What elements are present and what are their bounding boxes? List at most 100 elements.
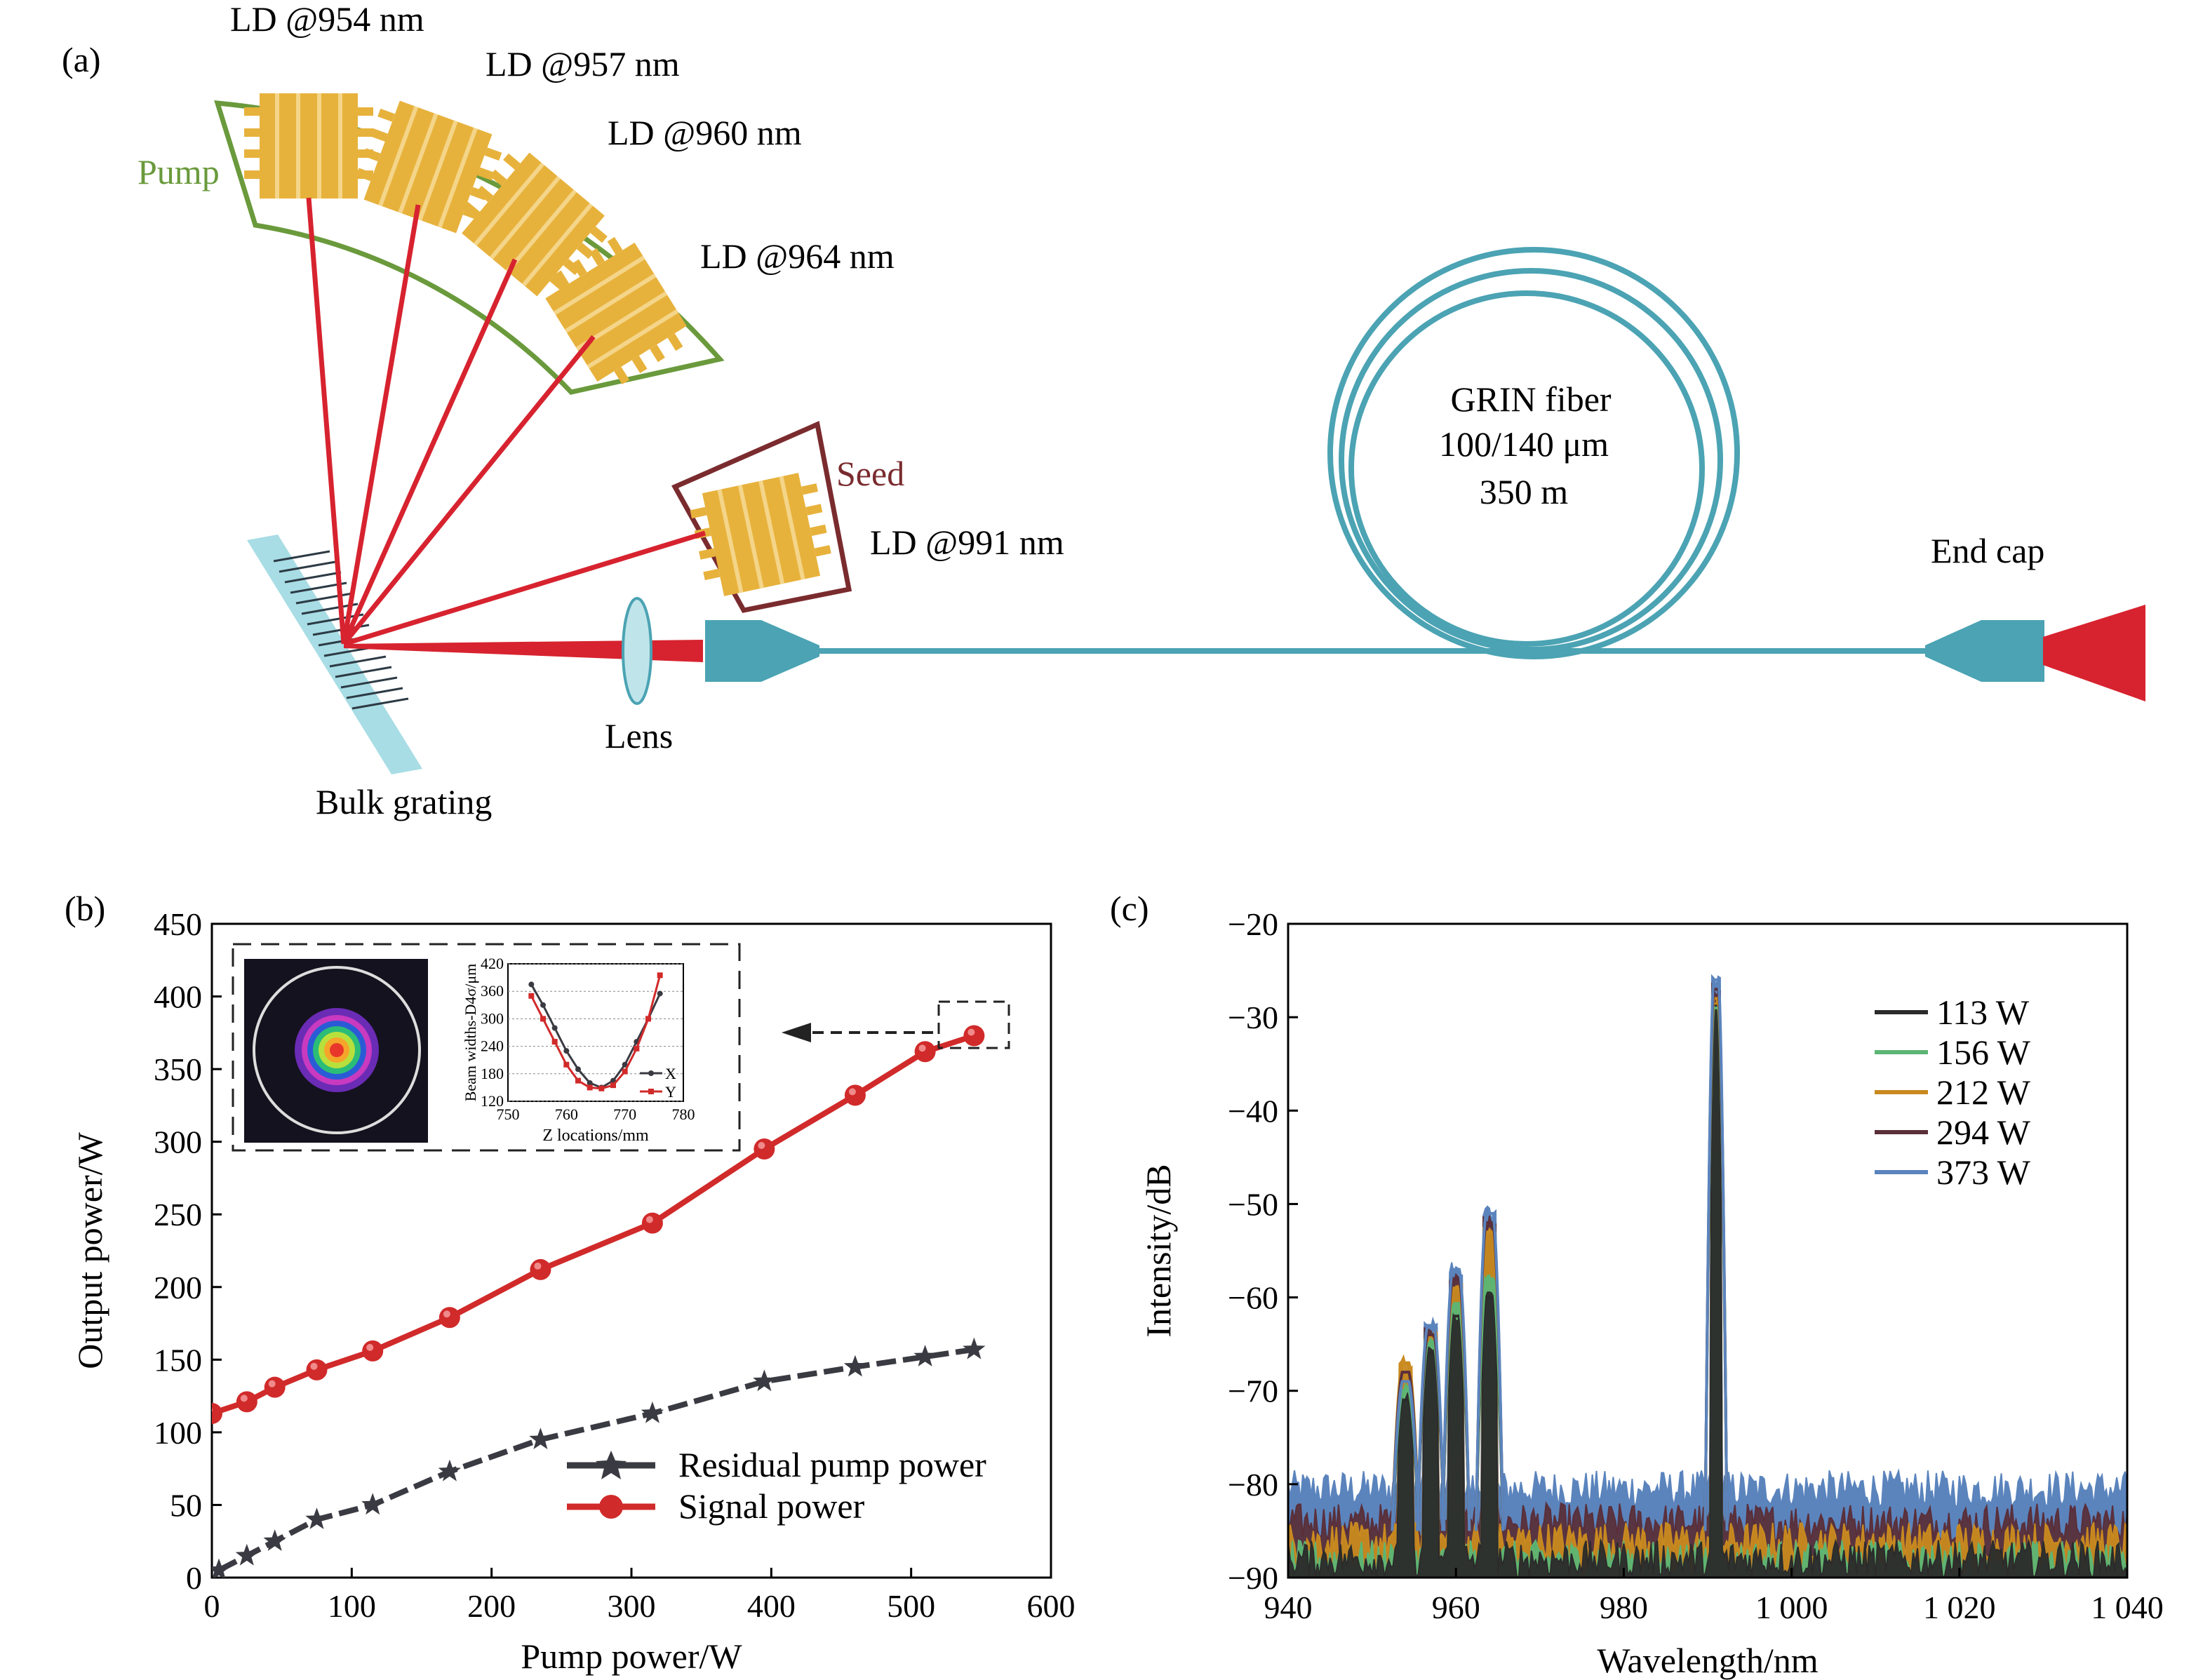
ld-chip-960 bbox=[462, 152, 608, 297]
ld-label-964: LD @964 nm bbox=[700, 236, 895, 276]
panel-c: (c) 940 960 980 1 000 1 020 1 040 −90 −80 −70 −60… bbox=[1110, 889, 2164, 1680]
inset-point-y bbox=[622, 1068, 628, 1075]
lens-label: Lens bbox=[605, 716, 673, 755]
y-tick-label: 400 bbox=[154, 979, 202, 1015]
x-tick-label: 400 bbox=[747, 1588, 796, 1624]
inset-point-x bbox=[575, 1066, 581, 1073]
output-beam bbox=[2043, 605, 2145, 701]
inset-point-x bbox=[622, 1061, 628, 1068]
end-cap bbox=[1925, 620, 2044, 682]
peak-outline bbox=[1441, 1268, 1471, 1531]
y-tick-label: 450 bbox=[154, 906, 202, 942]
inset-x-tick-label: 760 bbox=[555, 1106, 578, 1123]
inset-legend-y: Y bbox=[665, 1083, 676, 1101]
residual-point bbox=[913, 1345, 937, 1366]
residual-point bbox=[361, 1493, 384, 1515]
fiber-label-line3: 350 m bbox=[1480, 472, 1569, 511]
residual-point bbox=[843, 1355, 867, 1377]
grating-grooves bbox=[273, 550, 409, 710]
inset-y-tick-label: 180 bbox=[481, 1065, 504, 1082]
bulk-grating bbox=[247, 535, 422, 774]
inset-point-x bbox=[657, 990, 663, 997]
peak-outline bbox=[1391, 1380, 1421, 1531]
inset-point-y bbox=[563, 1061, 570, 1068]
signal-point-highlight bbox=[848, 1088, 856, 1096]
pump-ld-chips bbox=[244, 93, 687, 384]
lens bbox=[622, 597, 652, 705]
inset-x-tick-label: 770 bbox=[613, 1106, 636, 1123]
x-tick-label: 0 bbox=[204, 1588, 220, 1624]
y-tick-label: −90 bbox=[1228, 1560, 1278, 1596]
x-tick-label: 1 040 bbox=[2091, 1590, 2164, 1625]
plot-c-ylabel: Intensity/dB bbox=[1139, 1164, 1178, 1337]
inset-ylabel: Beam widths-D4σ/μm bbox=[462, 964, 479, 1102]
pump-label: Pump bbox=[138, 152, 220, 191]
residual-point bbox=[212, 1558, 231, 1578]
signal-point-highlight bbox=[240, 1395, 248, 1402]
x-tick-label: 100 bbox=[328, 1588, 376, 1624]
panel-a: (a) Pump bbox=[62, 0, 2145, 821]
ld-chip-957 bbox=[356, 100, 502, 234]
signal-point-highlight bbox=[310, 1362, 318, 1370]
inset-x-tick-label: 750 bbox=[497, 1106, 520, 1123]
inset-point-x bbox=[540, 1002, 546, 1008]
legend-label: 373 W bbox=[1936, 1153, 2031, 1192]
grating-label: Bulk grating bbox=[316, 782, 492, 821]
ld-label-960: LD @960 nm bbox=[608, 113, 802, 152]
y-tick-label: −80 bbox=[1228, 1467, 1278, 1503]
residual-point bbox=[529, 1427, 552, 1449]
y-tick-label: 0 bbox=[186, 1560, 202, 1596]
y-tick-label: 300 bbox=[154, 1124, 202, 1160]
panel-a-label: (a) bbox=[62, 40, 101, 79]
signal-point bbox=[306, 1359, 328, 1380]
inset-plot-frame bbox=[507, 963, 684, 1102]
legend-label: 113 W bbox=[1936, 993, 2030, 1032]
inset-xlabel: Z locations/mm bbox=[542, 1127, 649, 1145]
x-tick-label: 980 bbox=[1600, 1590, 1648, 1625]
peak-outline bbox=[1416, 1324, 1446, 1531]
plot-b-legend: Residual pump power Signal power bbox=[567, 1445, 986, 1526]
inset-point-y bbox=[610, 1082, 616, 1089]
ld-label-957: LD @957 nm bbox=[485, 44, 680, 83]
inset-legend-x: X bbox=[665, 1065, 676, 1082]
seed-label: Seed bbox=[836, 454, 904, 493]
x-tick-label: 300 bbox=[608, 1588, 656, 1624]
y-tick-label: 250 bbox=[154, 1197, 202, 1232]
signal-point bbox=[236, 1391, 257, 1413]
inset-y-tick-label: 300 bbox=[481, 1009, 504, 1027]
y-tick-label: 50 bbox=[170, 1487, 202, 1523]
panel-b-label: (b) bbox=[65, 889, 105, 928]
x-tick-label: 1 020 bbox=[1923, 1590, 1996, 1625]
legend-signal: Signal power bbox=[567, 1486, 865, 1526]
inset-point-y bbox=[634, 1045, 640, 1051]
zoom-arrow-head bbox=[782, 1023, 811, 1042]
x-tick-label: 1 000 bbox=[1755, 1590, 1828, 1625]
legend-star-marker bbox=[596, 1451, 627, 1479]
ld-label-954: LD @954 nm bbox=[230, 0, 424, 39]
signal-point bbox=[362, 1340, 384, 1362]
peak-outline bbox=[1703, 978, 1729, 1531]
seed-ld-chip bbox=[690, 473, 831, 596]
y-tick-label: −40 bbox=[1228, 1093, 1278, 1129]
ld-chip-954 bbox=[244, 93, 373, 199]
inset-point-x bbox=[587, 1080, 593, 1086]
plot-c-series bbox=[1288, 974, 2127, 1578]
plot-b-ylabel: Output power/W bbox=[70, 1131, 109, 1369]
signal-point-highlight bbox=[268, 1380, 276, 1387]
seed-ld-label: LD @991 nm bbox=[870, 523, 1064, 562]
legend-residual-label: Residual pump power bbox=[678, 1445, 986, 1484]
endcap-label: End cap bbox=[1931, 531, 2044, 570]
x-tick-label: 600 bbox=[1027, 1588, 1076, 1624]
signal-point-highlight bbox=[758, 1142, 765, 1150]
inset-point-y bbox=[657, 972, 663, 979]
y-tick-label: 100 bbox=[154, 1415, 202, 1451]
inset-series bbox=[528, 972, 663, 1091]
residual-point bbox=[963, 1337, 986, 1359]
inset-point-y bbox=[587, 1084, 593, 1091]
inset-point-y bbox=[645, 1016, 651, 1022]
signal-point-highlight bbox=[443, 1310, 450, 1318]
ld-chip-964 bbox=[545, 236, 687, 384]
signal-point bbox=[914, 1041, 936, 1063]
